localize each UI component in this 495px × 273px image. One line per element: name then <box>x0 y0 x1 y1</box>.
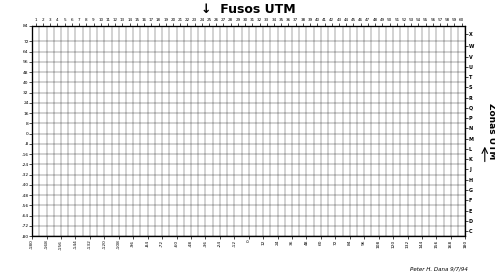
Title: ↓  Fusos UTM: ↓ Fusos UTM <box>201 3 296 16</box>
Text: Peter H. Dana 9/7/94: Peter H. Dana 9/7/94 <box>410 267 468 272</box>
Text: Zonas UTM: Zonas UTM <box>487 103 495 159</box>
